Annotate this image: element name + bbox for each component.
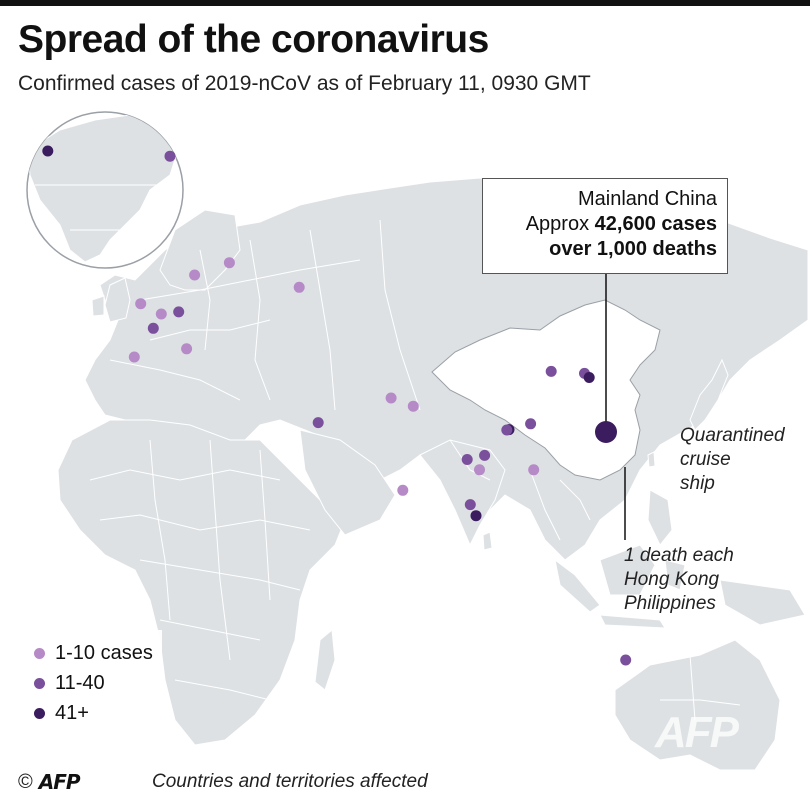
case-marker-taiwan xyxy=(525,418,537,430)
deaths-note-line-2: Hong Kong xyxy=(624,569,720,590)
case-marker-italy xyxy=(181,343,193,355)
land-britain xyxy=(104,277,131,323)
cruise-ship-note: Quarantined cruise ship xyxy=(680,424,785,496)
case-marker-singapore xyxy=(470,510,482,522)
deaths-note: 1 death each Hong Kong Philippines xyxy=(624,544,734,616)
footer-credit: © AFP xyxy=(18,770,81,794)
case-marker-india xyxy=(385,392,397,404)
case-marker-russia xyxy=(293,281,305,293)
callout-cases: 42,600 cases xyxy=(594,213,717,235)
case-marker-belgium xyxy=(155,308,167,320)
land-borneo xyxy=(599,544,656,596)
case-marker-philippines xyxy=(528,464,540,476)
cruise-note-line-2: cruise xyxy=(680,449,731,470)
case-marker-australia xyxy=(620,654,632,666)
callout-line-1: Mainland China xyxy=(578,188,717,210)
case-marker-canada xyxy=(164,150,176,162)
footer-note: Countries and territories affected xyxy=(152,771,428,792)
legend-dot-icon xyxy=(34,707,45,719)
land-arabia xyxy=(299,429,396,536)
inset-globe xyxy=(26,111,184,269)
case-marker-uae xyxy=(312,417,324,429)
land-ireland xyxy=(91,295,105,317)
land-philippines xyxy=(647,489,673,546)
case-marker-sweden xyxy=(189,269,201,281)
page-title: Spread of the coronavirus xyxy=(18,18,489,61)
case-marker-sri-lanka xyxy=(397,484,409,496)
china-case-dot xyxy=(595,421,617,443)
legend-item: 11-40 xyxy=(34,668,162,698)
case-marker-cambodia xyxy=(474,464,485,476)
copyright-icon: © xyxy=(18,770,33,793)
inset-north-america xyxy=(27,114,179,263)
case-marker-germany xyxy=(173,306,185,318)
land-sulawesi xyxy=(664,559,686,591)
land-taiwan xyxy=(647,451,656,468)
land-australia xyxy=(614,639,781,771)
land-sri-lanka xyxy=(482,531,493,551)
land-sumatra xyxy=(554,558,601,613)
country-borders xyxy=(89,219,741,721)
land-java xyxy=(599,614,666,629)
china-callout-box: Mainland China Approx 42,600 cases over … xyxy=(482,178,728,274)
legend-label: 1-10 cases xyxy=(55,641,153,664)
top-rule xyxy=(0,0,810,6)
callout-line-2: Approx 42,600 cases xyxy=(493,212,717,237)
case-marker-cruise-ship xyxy=(583,372,595,383)
land-india xyxy=(419,439,506,547)
legend: 1-10 cases 11-40 41+ xyxy=(22,630,162,733)
cruise-note-line-1: Quarantined xyxy=(680,425,785,446)
legend-label: 41+ xyxy=(55,701,89,724)
page-subtitle: Confirmed cases of 2019-nCoV as of Febru… xyxy=(18,72,591,95)
afp-watermark: AFP xyxy=(655,708,739,757)
cruise-note-line-3: ship xyxy=(680,473,715,494)
deaths-note-line-1: 1 death each xyxy=(624,545,734,566)
case-marker-south-korea xyxy=(545,365,557,377)
land-madagascar xyxy=(314,629,336,691)
deaths-note-line-3: Philippines xyxy=(624,593,716,614)
land-africa xyxy=(57,419,346,746)
case-marker-finland xyxy=(223,257,235,269)
case-marker-uk xyxy=(135,298,147,310)
callout-line-2-prefix: Approx xyxy=(525,213,595,235)
legend-label: 11-40 xyxy=(55,671,105,694)
case-marker-spain xyxy=(128,351,140,363)
case-marker-usa-west xyxy=(42,145,54,157)
legend-item: 1-10 cases xyxy=(34,638,162,668)
case-markers xyxy=(42,145,632,666)
case-marker-vietnam xyxy=(479,449,491,461)
afp-logo: AFP xyxy=(38,770,81,794)
callout-deaths: over 1,000 deaths xyxy=(549,238,717,260)
legend-dot-icon xyxy=(34,677,45,689)
case-marker-malaysia xyxy=(464,499,476,511)
land-new-guinea xyxy=(719,579,806,626)
case-marker-nepal xyxy=(407,400,419,412)
case-marker-macau xyxy=(501,424,513,436)
callout-line-3: over 1,000 deaths xyxy=(493,237,717,262)
legend-dot-icon xyxy=(34,647,45,659)
legend-item: 41+ xyxy=(34,698,162,728)
case-marker-france xyxy=(147,322,159,334)
case-marker-thailand xyxy=(461,454,473,465)
land-japan xyxy=(689,358,729,431)
